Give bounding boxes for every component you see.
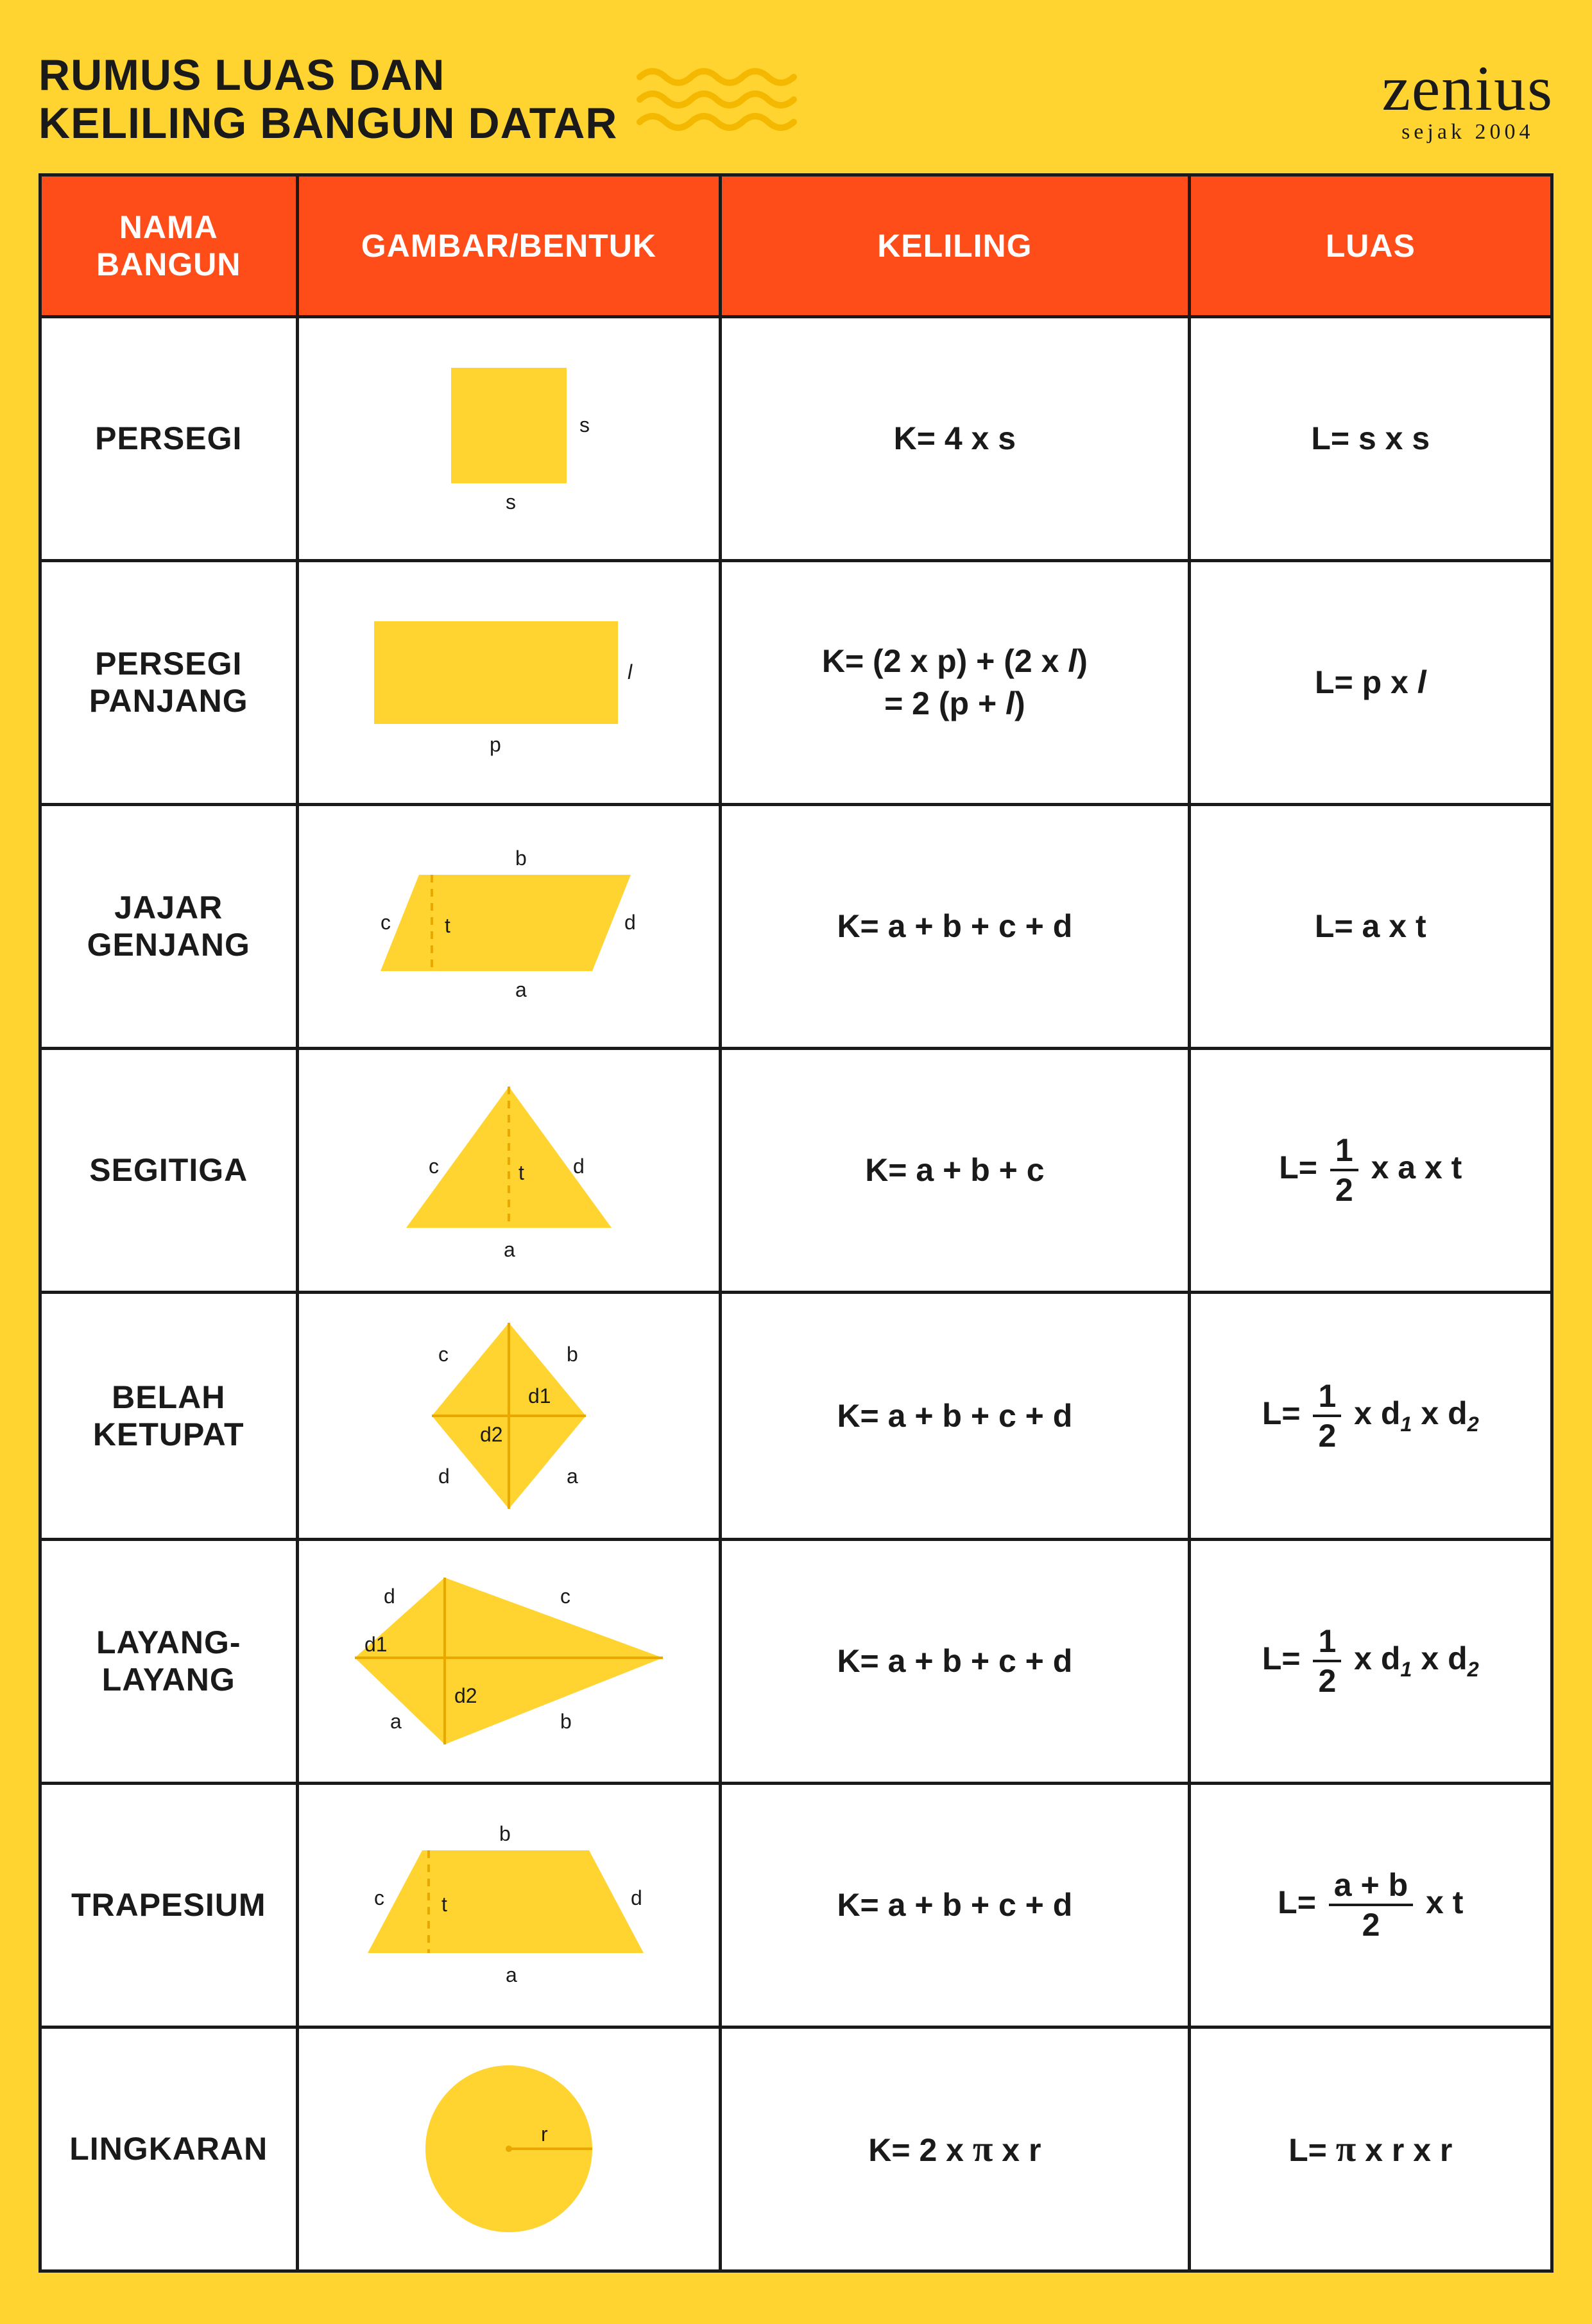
shape-name: JAJAR GENJANG: [40, 804, 298, 1048]
luas-formula: L= 12 x d1 x d2: [1189, 1292, 1552, 1539]
shape-name: PERSEGI PANJANG: [40, 560, 298, 804]
label-t: t: [518, 1161, 524, 1184]
label-c: c: [381, 911, 391, 934]
label-t: t: [441, 1893, 447, 1916]
shape-name: LAYANG-LAYANG: [40, 1539, 298, 1783]
label-d: d: [384, 1585, 395, 1608]
label-d1: d1: [364, 1633, 388, 1656]
label-r: r: [541, 2122, 548, 2146]
label-c: c: [438, 1343, 449, 1366]
shape-figure-persegi: s s: [297, 316, 721, 560]
label-d: d: [438, 1465, 450, 1488]
label-a: a: [504, 1238, 515, 1261]
shape-name: PERSEGI: [40, 316, 298, 560]
table-row: BELAH KETUPAT c b d a d1 d2: [40, 1292, 1552, 1539]
table-row: LAYANG-LAYANG d c a b d1 d2: [40, 1539, 1552, 1783]
brand-name: zenius: [1382, 51, 1553, 125]
table-row: SEGITIGA c d t a K= a + b + c L= 12 x a …: [40, 1048, 1552, 1292]
brand-tagline: sejak 2004: [1382, 120, 1553, 144]
label-b: b: [499, 1822, 511, 1845]
waves-icon: [637, 64, 803, 135]
label-a: a: [390, 1710, 402, 1733]
luas-formula: L= 12 x d1 x d2: [1189, 1539, 1552, 1783]
label-b: b: [560, 1710, 572, 1733]
label-c: c: [560, 1585, 570, 1608]
shape-figure-persegi-panjang: l p: [297, 560, 721, 804]
table-row: PERSEGI s s K= 4 x s L= s x s: [40, 316, 1552, 560]
circle-icon: r: [393, 2046, 624, 2251]
title-block: RUMUS LUAS DAN KELILING BANGUN DATAR: [39, 51, 803, 148]
label-c: c: [429, 1155, 439, 1178]
keliling-line1: K= (2 x p) + (2 x l): [822, 643, 1088, 679]
label-d2: d2: [454, 1684, 477, 1707]
col-header-name: NAMA BANGUN: [40, 175, 298, 316]
square-icon: s s: [393, 342, 624, 535]
table-row: LINGKARAN r K= 2 x π x r L= π x r x r: [40, 2027, 1552, 2271]
label-d: d: [573, 1155, 585, 1178]
shape-name: SEGITIGA: [40, 1048, 298, 1292]
keliling-formula: K= (2 x p) + (2 x l) = 2 (p + l): [721, 560, 1189, 804]
keliling-formula: K= a + b + c + d: [721, 804, 1189, 1048]
parallelogram-icon: b a c d t: [342, 830, 676, 1022]
label-d: d: [631, 1886, 642, 1909]
keliling-formula: K= 4 x s: [721, 316, 1189, 560]
formula-table: NAMA BANGUN GAMBAR/BENTUK KELILING LUAS …: [39, 173, 1553, 2273]
luas-formula: L= 12 x a x t: [1189, 1048, 1552, 1292]
page-title: RUMUS LUAS DAN KELILING BANGUN DATAR: [39, 51, 617, 148]
shape-figure-jajar-genjang: b a c d t: [297, 804, 721, 1048]
label-s-right: s: [579, 413, 590, 436]
label-c: c: [374, 1886, 384, 1909]
label-d1: d1: [528, 1384, 551, 1407]
rectangle-icon: l p: [342, 586, 676, 779]
table-header-row: NAMA BANGUN GAMBAR/BENTUK KELILING LUAS: [40, 175, 1552, 316]
col-header-shape: GAMBAR/BENTUK: [297, 175, 721, 316]
brand-block: zenius sejak 2004: [1382, 51, 1553, 144]
keliling-formula: K= a + b + c + d: [721, 1292, 1189, 1539]
luas-formula: L= s x s: [1189, 316, 1552, 560]
keliling-formula: K= 2 x π x r: [721, 2027, 1189, 2271]
shape-name: LINGKARAN: [40, 2027, 298, 2271]
luas-formula: L= π x r x r: [1189, 2027, 1552, 2271]
table-row: JAJAR GENJANG b a c d t K= a + b + c + d: [40, 804, 1552, 1048]
label-p: p: [490, 733, 501, 756]
keliling-formula: K= a + b + c + d: [721, 1783, 1189, 2027]
trapezoid-icon: b a c d t: [336, 1809, 682, 2001]
shape-figure-trapesium: b a c d t: [297, 1783, 721, 2027]
label-a: a: [515, 978, 527, 1001]
label-b: b: [567, 1343, 578, 1366]
luas-formula: L= a x t: [1189, 804, 1552, 1048]
label-b: b: [515, 847, 527, 870]
label-s-bottom: s: [506, 490, 516, 513]
table-row: TRAPESIUM b a c d t K= a + b + c + d L= …: [40, 1783, 1552, 2027]
label-a: a: [506, 1963, 517, 1986]
col-header-keliling: KELILING: [721, 175, 1189, 316]
shape-figure-lingkaran: r: [297, 2027, 721, 2271]
label-a: a: [567, 1465, 578, 1488]
keliling-line2: = 2 (p + l): [735, 685, 1174, 722]
shape-figure-belah-ketupat: c b d a d1 d2: [297, 1292, 721, 1539]
rhombus-icon: c b d a d1 d2: [374, 1307, 644, 1525]
luas-formula: L= a + b2 x t: [1189, 1783, 1552, 2027]
label-t: t: [445, 914, 450, 937]
shape-name: TRAPESIUM: [40, 1783, 298, 2027]
label-l: l: [628, 660, 633, 684]
table-row: PERSEGI PANJANG l p K= (2 x p) + (2 x l)…: [40, 560, 1552, 804]
page-header: RUMUS LUAS DAN KELILING BANGUN DATAR zen…: [39, 51, 1553, 148]
kite-icon: d c a b d1 d2: [329, 1555, 689, 1767]
keliling-formula: K= a + b + c + d: [721, 1539, 1189, 1783]
col-header-luas: LUAS: [1189, 175, 1552, 316]
keliling-formula: K= a + b + c: [721, 1048, 1189, 1292]
luas-formula: L= p x l: [1189, 560, 1552, 804]
shape-name-text: PERSEGI PANJANG: [89, 646, 248, 719]
shape-figure-layang-layang: d c a b d1 d2: [297, 1539, 721, 1783]
shape-name: BELAH KETUPAT: [40, 1292, 298, 1539]
shape-figure-segitiga: c d t a: [297, 1048, 721, 1292]
title-line-1: RUMUS LUAS DAN: [39, 51, 617, 99]
label-d: d: [624, 911, 636, 934]
label-d2: d2: [480, 1423, 503, 1446]
title-line-2: KELILING BANGUN DATAR: [39, 99, 617, 148]
triangle-icon: c d t a: [368, 1067, 650, 1273]
